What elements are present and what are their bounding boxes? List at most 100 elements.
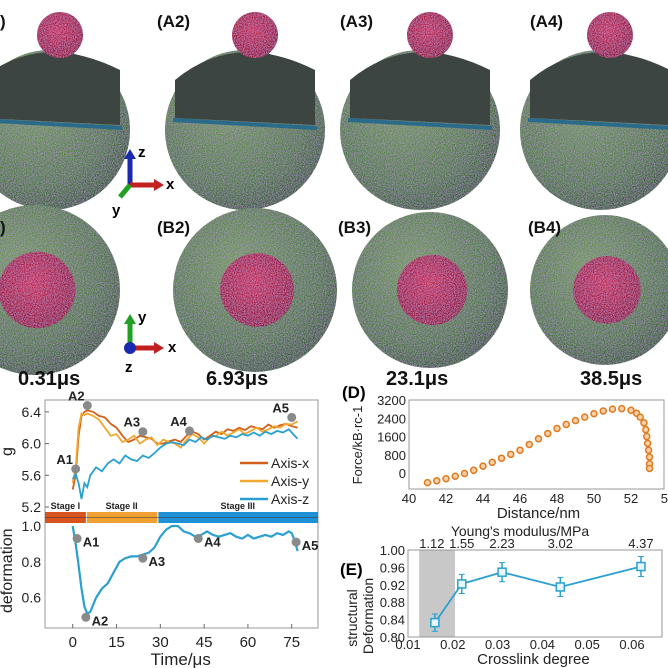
panel-label-b2: (B2) [157,218,191,237]
cut-edge [527,118,668,130]
stage-label: Stage II [106,501,138,511]
data-point [507,450,515,459]
core-cap [37,12,83,58]
x-tick-label: 50 [587,491,601,506]
hollow-interior [530,52,668,125]
data-point [544,429,552,438]
core [396,254,468,326]
data-point [442,474,450,483]
data-point [497,454,506,462]
y-tick-label: 0.84 [380,613,405,628]
cutaway-sphere [340,12,500,210]
x-tick-label: 60 [240,634,257,651]
legend-label: Axis-y [271,473,309,489]
marker [291,537,301,547]
y-tick-label: 0.92 [380,578,405,593]
data-point [590,409,598,418]
data-point [642,425,650,434]
cutaway-sphere [165,12,325,210]
panel-label-d: (D) [342,383,366,402]
cut-edge [347,118,493,130]
series-line-Axis-z [71,428,299,500]
core-cap [587,12,633,58]
top-tick-label: 2.23 [489,536,514,551]
data-point [571,416,580,425]
y-tick-label: 0.80 [380,630,405,645]
data-point [479,462,487,470]
data-point [430,617,440,628]
legend-label: Axis-z [271,491,309,507]
data-point [636,413,644,421]
annotation-label: A3 [149,554,166,569]
x-tick-label: 48 [550,491,564,506]
data-point [460,469,469,478]
hollow-interior [175,52,315,125]
annotation-label: A5 [272,400,289,415]
x-tick-label: 0.03 [485,637,510,652]
data-point [525,440,533,449]
x-tick-label: 0.06 [619,637,644,652]
sphere-section [352,212,508,368]
top-tick-label: 3.02 [548,536,573,551]
row-b [0,205,668,375]
sphere-section [173,208,337,372]
panel-label-a1: ) [0,12,6,31]
x-tick-label: 0.01 [395,637,420,652]
stage-label: Stage I [51,501,81,511]
panel-label-b3: (B3) [338,218,372,237]
data-point [457,579,467,589]
x-tick-label: 46 [513,491,527,506]
series-line [434,565,642,624]
y-axis-label-top: g [0,447,16,456]
annotation-label: A1 [83,535,100,550]
marker [287,412,297,422]
data-point [423,478,432,487]
sphere-section [0,205,120,375]
core [220,253,294,327]
hollow-interior [0,52,120,125]
data-point [497,567,507,577]
y-axis-label: Force/kB·rc-1 [350,406,365,485]
data-point [599,407,607,415]
x-tick-label: 44 [476,491,490,506]
data-point [645,453,654,461]
data-point [516,446,524,454]
y-tick-label: 800 [384,448,406,463]
top-axis-label: Young's modulus/MPa [451,523,590,539]
annotation-label: A2 [68,389,85,404]
data-point [640,419,648,427]
y-axis-label-1: structural [344,589,360,647]
data-point [645,464,654,473]
y-tick-label: 1.0 [22,518,42,534]
annotation-label: A4 [204,535,221,550]
x-tick-label: 0.04 [530,637,555,652]
data-point [470,466,478,475]
marker [138,427,148,437]
data-point [553,424,561,433]
stage-label: Stage III [220,501,255,511]
annotation-label: A1 [56,452,73,467]
simulation-snapshots [0,12,668,375]
data-point [581,413,589,421]
time-label-4: 38.5μs [580,368,643,390]
time-label-3: 23.1μs [386,368,449,390]
x-axis-label: Distance/nm [497,505,580,522]
marker [81,612,91,622]
annotation-label: A4 [170,414,187,429]
x-tick-label: 42 [439,491,453,506]
data-point [608,405,617,413]
panel-label-b4: (B4) [528,218,562,237]
data-point [433,477,441,485]
y-tick-label: 0.96 [380,560,405,575]
plot-frame-e [407,549,663,638]
marker [193,534,203,544]
x-tick-label: 40 [402,491,416,506]
cutaway-sphere [0,12,130,210]
marker [72,534,82,544]
x-tick-label: 52 [624,491,638,506]
core [573,256,641,324]
y-axis-label-2: Deformation [360,578,376,654]
cut-edge [172,118,318,130]
hollow-interior [350,52,490,125]
